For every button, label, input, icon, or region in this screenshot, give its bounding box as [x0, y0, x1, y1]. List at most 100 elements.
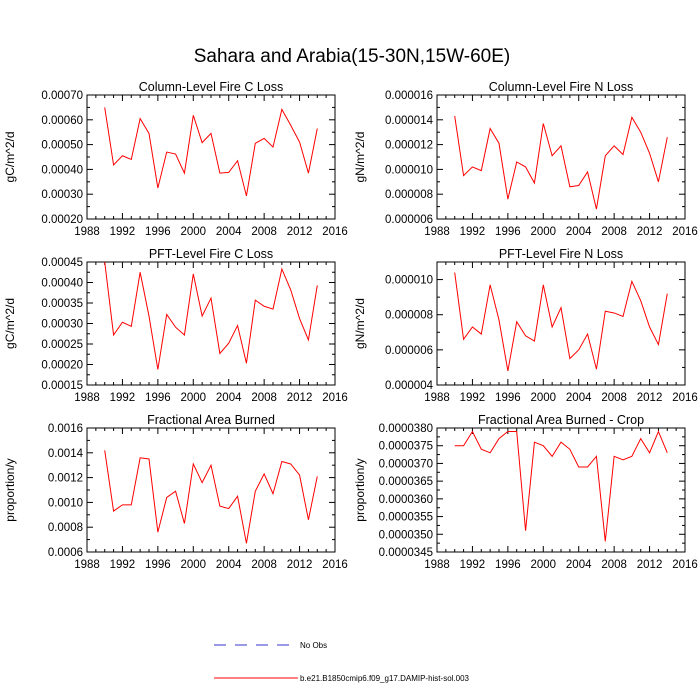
series-line-1 — [454, 272, 668, 372]
x-tick-label: 1988 — [74, 392, 100, 404]
y-tick-label: 0.000010 — [385, 275, 433, 287]
y-tick-label: 0.00030 — [41, 189, 83, 201]
x-tick-label: 2016 — [672, 392, 698, 404]
x-tick-label: 2008 — [251, 392, 277, 404]
y-tick-label: 0.0000360 — [379, 494, 433, 506]
y-tick-label: 0.0014 — [48, 448, 84, 460]
x-tick-label: 2004 — [566, 226, 592, 238]
y-tick-label: 0.000004 — [385, 380, 434, 392]
y-tick-label: 0.00050 — [41, 140, 83, 152]
x-tick-label: 2016 — [322, 226, 348, 238]
x-tick-label: 1996 — [145, 559, 171, 571]
panel-title: Column-Level Fire C Loss — [139, 80, 284, 94]
x-tick-label: 1988 — [74, 226, 100, 238]
x-tick-label: 2012 — [637, 559, 663, 571]
series-line-1 — [104, 450, 318, 544]
chart-panel-2: Column-Level Fire N Loss gN/m^2/d 1988 1992… — [353, 80, 698, 238]
legend-entry-2: b.e21.B1850cmip6.f09_g17.DAMIP-hist-sol.… — [214, 674, 470, 683]
x-tick-label: 1988 — [74, 559, 100, 571]
y-tick-label: 0.00020 — [41, 214, 83, 226]
y-axis-label: gN/m^2/d — [353, 298, 367, 349]
y-tick-label: 0.00035 — [41, 298, 83, 310]
legend-entry-1: No Obs — [214, 641, 327, 650]
x-tick-label: 2004 — [566, 392, 592, 404]
panel-title: PFT-Level Fire N Loss — [499, 247, 623, 261]
y-tick-label: 0.0000345 — [379, 547, 433, 559]
y-tick-label: 0.00045 — [41, 257, 83, 269]
x-tick-label: 2016 — [322, 559, 348, 571]
x-tick-label: 1992 — [110, 559, 136, 571]
y-tick-label: 0.00025 — [41, 339, 83, 351]
plot-frame — [436, 94, 686, 220]
chart-panel-1: Column-Level Fire C Loss gC/m^2/d 1988 1992… — [3, 80, 348, 238]
y-tick-label: 0.0000355 — [379, 512, 433, 524]
series-line-1 — [104, 262, 318, 370]
y-tick-label: 0.00070 — [41, 90, 83, 102]
x-tick-label: 2016 — [322, 392, 348, 404]
x-tick-label: 2000 — [180, 226, 206, 238]
x-tick-label: 2008 — [601, 559, 627, 571]
plot-frame — [436, 261, 686, 386]
panel-title: Column-Level Fire N Loss — [489, 80, 634, 94]
y-tick-label: 0.000010 — [385, 164, 433, 176]
series-line-1 — [454, 116, 668, 210]
x-tick-label: 1992 — [110, 226, 136, 238]
y-tick-label: 0.0012 — [48, 473, 83, 485]
panel-title: PFT-Level Fire C Loss — [149, 247, 273, 261]
y-tick-label: 0.000006 — [385, 214, 433, 226]
x-tick-label: 2000 — [180, 559, 206, 571]
legend-label: No Obs — [300, 641, 327, 650]
y-tick-label: 0.0006 — [48, 547, 83, 559]
x-tick-label: 2016 — [672, 226, 698, 238]
x-tick-label: 2012 — [637, 226, 663, 238]
y-tick-label: 0.00020 — [41, 360, 83, 372]
y-axis-label: gN/m^2/d — [353, 132, 367, 183]
x-tick-label: 2004 — [216, 392, 242, 404]
y-axis-label: proportion/y — [353, 458, 367, 521]
legend: No Obs b.e21.B1850cmip6.f09_g17.DAMIP-his… — [214, 641, 470, 683]
x-tick-label: 1988 — [424, 559, 450, 571]
y-tick-label: 0.00040 — [41, 278, 83, 290]
x-tick-label: 1996 — [495, 559, 521, 571]
chart-panel-4: PFT-Level Fire N Loss gN/m^2/d 1988 1992 199… — [353, 247, 698, 404]
plot-frame — [86, 427, 336, 553]
chart-panel-6: Fractional Area Burned - Crop proportion/… — [353, 413, 698, 571]
y-tick-label: 0.000016 — [385, 90, 433, 102]
chart-panels: Column-Level Fire C Loss gC/m^2/d 1988 1992… — [3, 80, 698, 571]
x-tick-label: 2012 — [287, 226, 313, 238]
x-tick-label: 2012 — [287, 392, 313, 404]
x-tick-label: 2008 — [251, 226, 277, 238]
x-tick-label: 2000 — [530, 392, 556, 404]
y-tick-label: 0.0000370 — [379, 458, 433, 470]
x-tick-label: 1988 — [424, 226, 450, 238]
x-tick-label: 1996 — [145, 392, 171, 404]
panel-title: Fractional Area Burned — [147, 413, 275, 427]
x-tick-label: 2016 — [672, 559, 698, 571]
x-tick-label: 2008 — [251, 559, 277, 571]
x-tick-label: 2000 — [180, 392, 206, 404]
x-tick-label: 2004 — [216, 226, 242, 238]
y-tick-label: 0.00040 — [41, 164, 83, 176]
x-tick-label: 1992 — [460, 226, 486, 238]
x-tick-label: 1988 — [424, 392, 450, 404]
y-tick-label: 0.000008 — [385, 189, 433, 201]
x-tick-label: 1992 — [460, 559, 486, 571]
x-tick-label: 2000 — [530, 559, 556, 571]
y-axis-label: gC/m^2/d — [3, 132, 17, 183]
x-tick-label: 2012 — [287, 559, 313, 571]
y-tick-label: 0.0000380 — [379, 423, 433, 435]
series-line-1 — [104, 107, 318, 197]
x-tick-label: 2008 — [601, 226, 627, 238]
y-tick-label: 0.00060 — [41, 115, 83, 127]
y-tick-label: 0.0000375 — [379, 441, 433, 453]
series-line-1 — [454, 430, 668, 542]
y-tick-label: 0.000012 — [385, 140, 433, 152]
plot-frame — [436, 427, 686, 553]
y-tick-label: 0.000008 — [385, 310, 433, 322]
y-tick-label: 0.000014 — [385, 115, 434, 127]
x-tick-label: 1996 — [145, 226, 171, 238]
chart-panel-3: PFT-Level Fire C Loss gC/m^2/d 1988 1992 199… — [3, 247, 348, 404]
y-tick-label: 0.0008 — [48, 522, 83, 534]
x-tick-label: 1992 — [110, 392, 136, 404]
